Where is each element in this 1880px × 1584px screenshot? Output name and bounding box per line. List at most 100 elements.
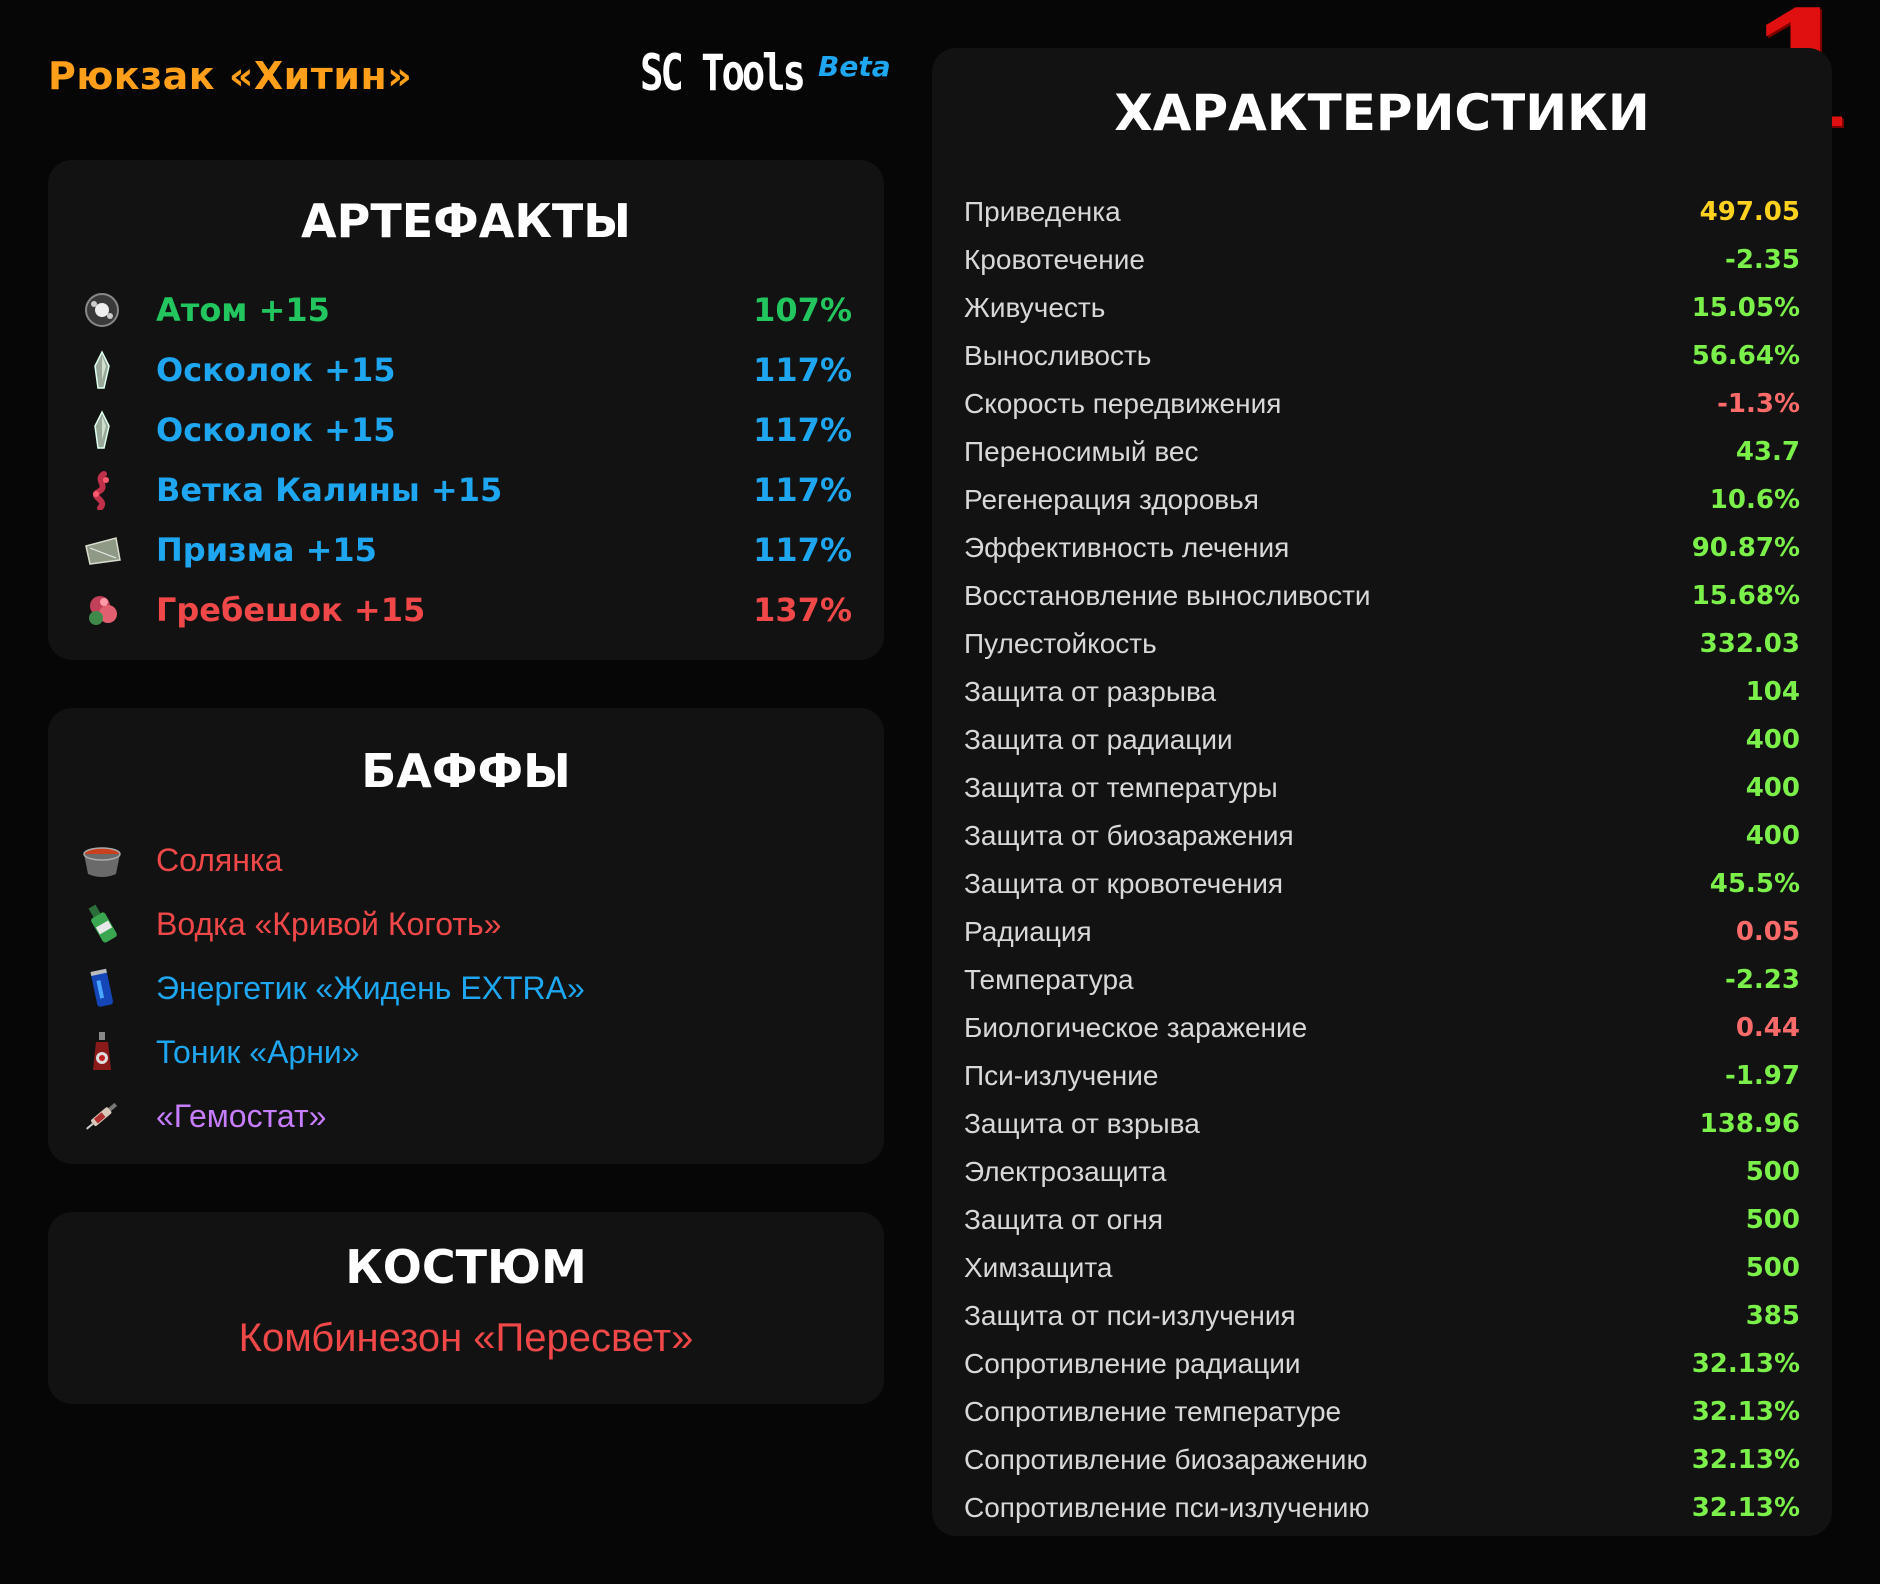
buff-name: Солянка	[156, 841, 283, 878]
atom-icon	[80, 288, 124, 332]
stat-row: Защита от пси-излучения 385	[964, 1292, 1800, 1340]
stat-row: Температура -2.23	[964, 956, 1800, 1004]
stat-label: Электрозащита	[964, 1156, 1167, 1187]
beta-badge: Beta	[818, 50, 891, 83]
artifact-row[interactable]: Осколок +15 117%	[80, 400, 852, 460]
buff-name: Водка «Кривой Коготь»	[156, 905, 502, 942]
stat-row: Эффективность лечения 90.87%	[964, 524, 1800, 572]
artifacts-panel: АРТЕФАКТЫ Атом +15 107% Осколок +15 117%…	[48, 160, 884, 660]
artifact-value: 107%	[753, 291, 852, 329]
buff-name: «Гемостат»	[156, 1097, 327, 1134]
stat-label: Защита от кровотечения	[964, 868, 1284, 899]
stat-value: 10.6%	[1709, 485, 1800, 515]
stat-value: 32.13%	[1691, 1397, 1800, 1427]
stat-value: 45.5%	[1709, 869, 1800, 899]
stat-label: Сопротивление пси-излучению	[964, 1492, 1370, 1523]
buff-row[interactable]: Солянка	[80, 828, 852, 892]
buff-name: Энергетик «Жидень EXTRA»	[156, 969, 585, 1006]
stat-value: 0.05	[1735, 917, 1800, 947]
artifact-value: 117%	[753, 471, 852, 509]
artifact-row[interactable]: Осколок +15 117%	[80, 340, 852, 400]
buff-row[interactable]: Энергетик «Жидень EXTRA»	[80, 956, 852, 1020]
stat-value: -1.97	[1725, 1061, 1800, 1091]
stats-title: ХАРАКТЕРИСТИКИ	[1114, 84, 1650, 142]
stat-value: 500	[1745, 1253, 1800, 1283]
artifact-value: 117%	[753, 351, 852, 389]
stat-value: -2.23	[1725, 965, 1800, 995]
stat-row: Защита от разрыва 104	[964, 668, 1800, 716]
stat-label: Живучесть	[964, 292, 1106, 323]
artifact-row[interactable]: Гребешок +15 137%	[80, 580, 852, 640]
artifact-value: 117%	[753, 411, 852, 449]
buff-row[interactable]: «Гемостат»	[80, 1084, 852, 1148]
comb-icon	[80, 588, 124, 632]
stat-label: Защита от разрыва	[964, 676, 1217, 707]
stat-label: Биологическое заражение	[964, 1012, 1308, 1043]
artifact-name: Призма +15	[156, 531, 377, 569]
stat-value: 0.44	[1735, 1013, 1800, 1043]
stat-value: -1.3%	[1717, 389, 1800, 419]
stat-row: Восстановление выносливости 15.68%	[964, 572, 1800, 620]
stat-value: 400	[1745, 725, 1800, 755]
backpack-title: Рюкзак «Хитин»	[48, 54, 413, 98]
stats-panel: ХАРАКТЕРИСТИКИ Приведенка 497.05 Кровотече…	[932, 48, 1832, 1536]
suit-name[interactable]: Комбинезон «Пересвет»	[238, 1316, 694, 1360]
stat-row: Живучесть 15.05%	[964, 284, 1800, 332]
stat-row: Переносимый вес 43.7	[964, 428, 1800, 476]
artifact-row[interactable]: Ветка Калины +15 117%	[80, 460, 852, 520]
artifact-row[interactable]: Призма +15 117%	[80, 520, 852, 580]
artifact-value: 117%	[753, 531, 852, 569]
tonic-bottle-icon	[80, 1030, 124, 1074]
stat-label: Пси-излучение	[964, 1060, 1159, 1091]
stat-value: 332.03	[1699, 629, 1800, 659]
stat-row: Кровотечение -2.35	[964, 236, 1800, 284]
stat-row: Защита от радиации 400	[964, 716, 1800, 764]
buff-name: Тоник «Арни»	[156, 1033, 360, 1070]
stat-row: Электрозащита 500	[964, 1148, 1800, 1196]
stat-label: Температура	[964, 964, 1134, 995]
artifacts-title: АРТЕФАКТЫ	[301, 194, 631, 248]
stat-label: Приведенка	[964, 196, 1121, 227]
artifact-name: Атом +15	[156, 291, 330, 329]
stat-row: Защита от взрыва 138.96	[964, 1100, 1800, 1148]
stat-value: 138.96	[1699, 1109, 1800, 1139]
stat-value: 104	[1745, 677, 1800, 707]
stat-value: 400	[1745, 821, 1800, 851]
stat-row: Химзащита 500	[964, 1244, 1800, 1292]
energy-can-icon	[80, 966, 124, 1010]
artifact-name: Гребешок +15	[156, 591, 426, 629]
vodka-bottle-icon	[80, 902, 124, 946]
artifact-row[interactable]: Атом +15 107%	[80, 280, 852, 340]
stat-label: Регенерация здоровья	[964, 484, 1259, 515]
stat-value: 15.68%	[1691, 581, 1800, 611]
stat-value: 56.64%	[1691, 341, 1800, 371]
stat-value: -2.35	[1725, 245, 1800, 275]
stat-row: Сопротивление биозаражению 32.13%	[964, 1436, 1800, 1484]
stat-row: Защита от температуры 400	[964, 764, 1800, 812]
buff-row[interactable]: Тоник «Арни»	[80, 1020, 852, 1084]
prism-icon	[80, 528, 124, 572]
stat-label: Сопротивление радиации	[964, 1348, 1301, 1379]
stat-value: 15.05%	[1691, 293, 1800, 323]
stat-value: 32.13%	[1691, 1445, 1800, 1475]
stat-label: Защита от взрыва	[964, 1108, 1200, 1139]
buffs-panel: БАФФЫ Солянка Водка «Кривой Коготь» Энер…	[48, 708, 884, 1164]
stat-value: 400	[1745, 773, 1800, 803]
buffs-list: Солянка Водка «Кривой Коготь» Энергетик …	[80, 828, 852, 1148]
stat-row: Биологическое заражение 0.44	[964, 1004, 1800, 1052]
stat-value: 43.7	[1735, 437, 1800, 467]
buff-row[interactable]: Водка «Кривой Коготь»	[80, 892, 852, 956]
stat-row: Регенерация здоровья 10.6%	[964, 476, 1800, 524]
stat-value: 90.87%	[1691, 533, 1800, 563]
artifacts-list: Атом +15 107% Осколок +15 117% Осколок +…	[80, 280, 852, 640]
artifact-name: Осколок +15	[156, 411, 396, 449]
stat-row: Пси-излучение -1.97	[964, 1052, 1800, 1100]
stat-label: Химзащита	[964, 1252, 1113, 1283]
stat-label: Защита от биозаражения	[964, 820, 1294, 851]
suit-title: КОСТЮМ	[345, 1240, 587, 1294]
stat-row: Сопротивление пси-излучению 32.13%	[964, 1484, 1800, 1532]
stat-label: Защита от пси-излучения	[964, 1300, 1296, 1331]
stat-row: Скорость передвижения -1.3%	[964, 380, 1800, 428]
shard-icon	[80, 408, 124, 452]
stat-label: Защита от радиации	[964, 724, 1233, 755]
